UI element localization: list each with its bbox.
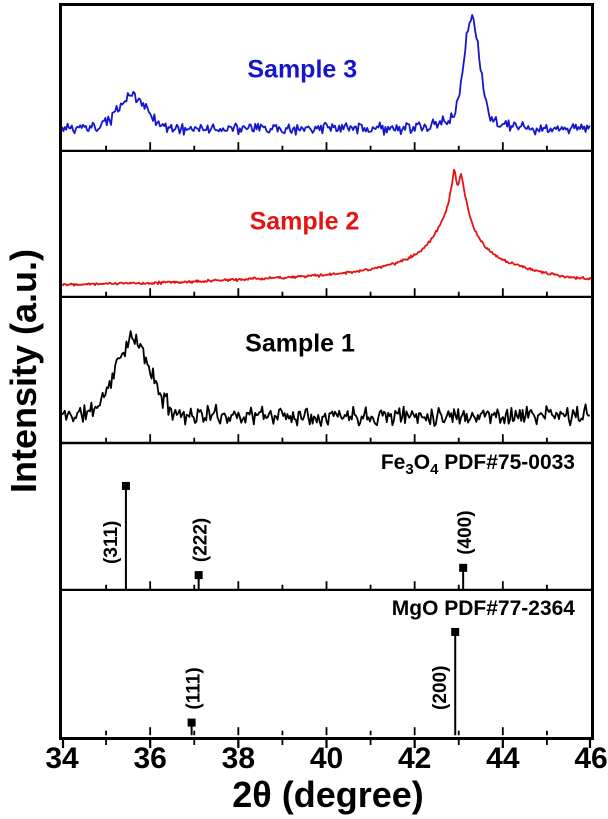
panel-fe3o4-reference: (311) (222) (400) Fe3O4 PDF#75-0033	[62, 445, 591, 591]
ref-label-text: Fe	[380, 450, 406, 474]
panel-sample-1-inner-ticks	[105, 434, 548, 443]
panel-mgo-reference-inner-ticks	[105, 726, 548, 735]
panel-fe3o4-reference-inner-ticks	[105, 580, 548, 589]
reflection-stick-311: (311)	[101, 481, 130, 589]
ref-label-subscript: 3	[405, 460, 414, 478]
x-tick-label-36: 36	[133, 742, 167, 775]
x-tick-label-40: 40	[309, 742, 344, 775]
reflection-label-400: (400)	[455, 510, 476, 554]
panel-sample-2: Sample 2	[62, 152, 591, 299]
panel-sample-3-canvas	[62, 14, 591, 153]
panel-sample-3-inner-ticks	[105, 142, 548, 151]
reflection-label-311: (311)	[101, 520, 122, 563]
curve-label-sample-1: Sample 1	[245, 329, 355, 358]
x-tick-label-46: 46	[574, 742, 608, 775]
x-axis-ticks	[61, 740, 592, 748]
sample-3-curve	[62, 14, 591, 136]
reflection-label-111: (111)	[184, 667, 205, 709]
panel-mgo-reference: (111) (200) MgO PDF#77-2364	[62, 591, 591, 737]
y-axis-label: Intensity (a.u.)	[3, 248, 44, 494]
sample-1-curve	[62, 330, 590, 428]
panel-mgo-reference-canvas: (111) (200)	[105, 627, 548, 735]
panel-sample-2-inner-ticks	[105, 288, 548, 297]
reflection-label-200: (200)	[430, 665, 451, 709]
x-axis-label: 2θ (degree)	[232, 774, 424, 815]
ref-label-text: MgO PDF#77-2364	[391, 596, 575, 620]
ref-label-text: O	[413, 450, 431, 474]
reflection-stick-200: (200)	[430, 627, 460, 735]
panel-sample-3: Sample 3	[62, 6, 591, 153]
reflection-stick-111: (111)	[184, 667, 205, 735]
ref-label-text: PDF#75-0033	[438, 450, 575, 474]
panel-sample-2-canvas	[62, 169, 591, 299]
plot-area: Sample 3 Sample 2 Sample 1 (311) (222) (400) F…	[62, 6, 591, 737]
panel-sample-1: Sample 1	[62, 298, 591, 445]
x-tick-label-34: 34	[45, 742, 79, 775]
x-tick-label-38: 38	[221, 742, 256, 775]
reflection-label-222: (222)	[191, 517, 212, 561]
x-tick-label-44: 44	[486, 742, 520, 775]
x-tick-label-42: 42	[397, 742, 432, 775]
reflection-stick-400: (400)	[455, 510, 476, 589]
panel-fe3o4-reference-canvas: (311) (222) (400)	[62, 481, 591, 591]
panel-sample-1-canvas	[62, 330, 591, 445]
reflection-stick-222: (222)	[191, 517, 212, 589]
sample-2-curve	[62, 169, 591, 287]
reference-pattern-label-fe3o4-reference: Fe3O4 PDF#75-0033	[381, 451, 575, 478]
curve-label-sample-2: Sample 2	[249, 207, 360, 236]
ref-label-subscript: 4	[430, 460, 439, 478]
curve-label-sample-3: Sample 3	[247, 55, 358, 84]
reference-pattern-label-mgo-reference: MgO PDF#77-2364	[392, 597, 575, 621]
